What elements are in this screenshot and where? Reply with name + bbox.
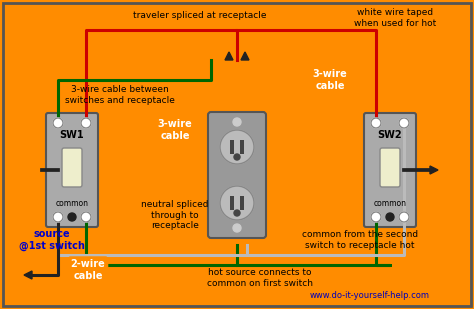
Bar bbox=[240, 140, 244, 154]
Circle shape bbox=[234, 210, 240, 216]
Circle shape bbox=[386, 213, 394, 221]
Circle shape bbox=[81, 118, 91, 128]
FancyBboxPatch shape bbox=[62, 148, 82, 187]
Circle shape bbox=[233, 224, 241, 232]
FancyBboxPatch shape bbox=[46, 113, 98, 227]
Circle shape bbox=[53, 118, 63, 128]
Circle shape bbox=[68, 213, 76, 221]
Text: 2-wire
cable: 2-wire cable bbox=[71, 259, 105, 281]
Circle shape bbox=[234, 154, 240, 160]
Circle shape bbox=[220, 186, 254, 220]
Circle shape bbox=[233, 118, 241, 126]
Text: traveler spliced at receptacle: traveler spliced at receptacle bbox=[133, 11, 267, 19]
Circle shape bbox=[220, 130, 254, 164]
Bar bbox=[230, 140, 234, 154]
Circle shape bbox=[53, 212, 63, 222]
Text: hot source connects to
common on first switch: hot source connects to common on first s… bbox=[207, 268, 313, 288]
Text: neutral spliced
through to
receptacle: neutral spliced through to receptacle bbox=[141, 200, 209, 230]
Text: 3-wire
cable: 3-wire cable bbox=[313, 69, 347, 91]
Circle shape bbox=[399, 118, 409, 128]
Text: source
@1st switch: source @1st switch bbox=[19, 229, 85, 251]
Polygon shape bbox=[241, 52, 249, 60]
Circle shape bbox=[399, 212, 409, 222]
Bar bbox=[230, 196, 234, 210]
Polygon shape bbox=[24, 271, 32, 279]
Text: SW1: SW1 bbox=[60, 130, 84, 140]
Text: common: common bbox=[55, 198, 89, 208]
Circle shape bbox=[81, 212, 91, 222]
Text: 3-wire
cable: 3-wire cable bbox=[158, 119, 192, 141]
Text: common from the second
switch to receptacle hot: common from the second switch to recepta… bbox=[302, 230, 418, 250]
FancyBboxPatch shape bbox=[380, 148, 400, 187]
Text: white wire taped
when used for hot: white wire taped when used for hot bbox=[354, 8, 436, 28]
Text: common: common bbox=[374, 198, 407, 208]
Text: www.do-it-yourself-help.com: www.do-it-yourself-help.com bbox=[310, 290, 430, 299]
Circle shape bbox=[371, 212, 381, 222]
Bar bbox=[240, 196, 244, 210]
Text: SW2: SW2 bbox=[378, 130, 402, 140]
Text: 3-wire cable between
switches and receptacle: 3-wire cable between switches and recept… bbox=[65, 85, 175, 105]
Polygon shape bbox=[430, 166, 438, 174]
Polygon shape bbox=[225, 52, 233, 60]
FancyBboxPatch shape bbox=[364, 113, 416, 227]
Circle shape bbox=[371, 118, 381, 128]
FancyBboxPatch shape bbox=[208, 112, 266, 238]
